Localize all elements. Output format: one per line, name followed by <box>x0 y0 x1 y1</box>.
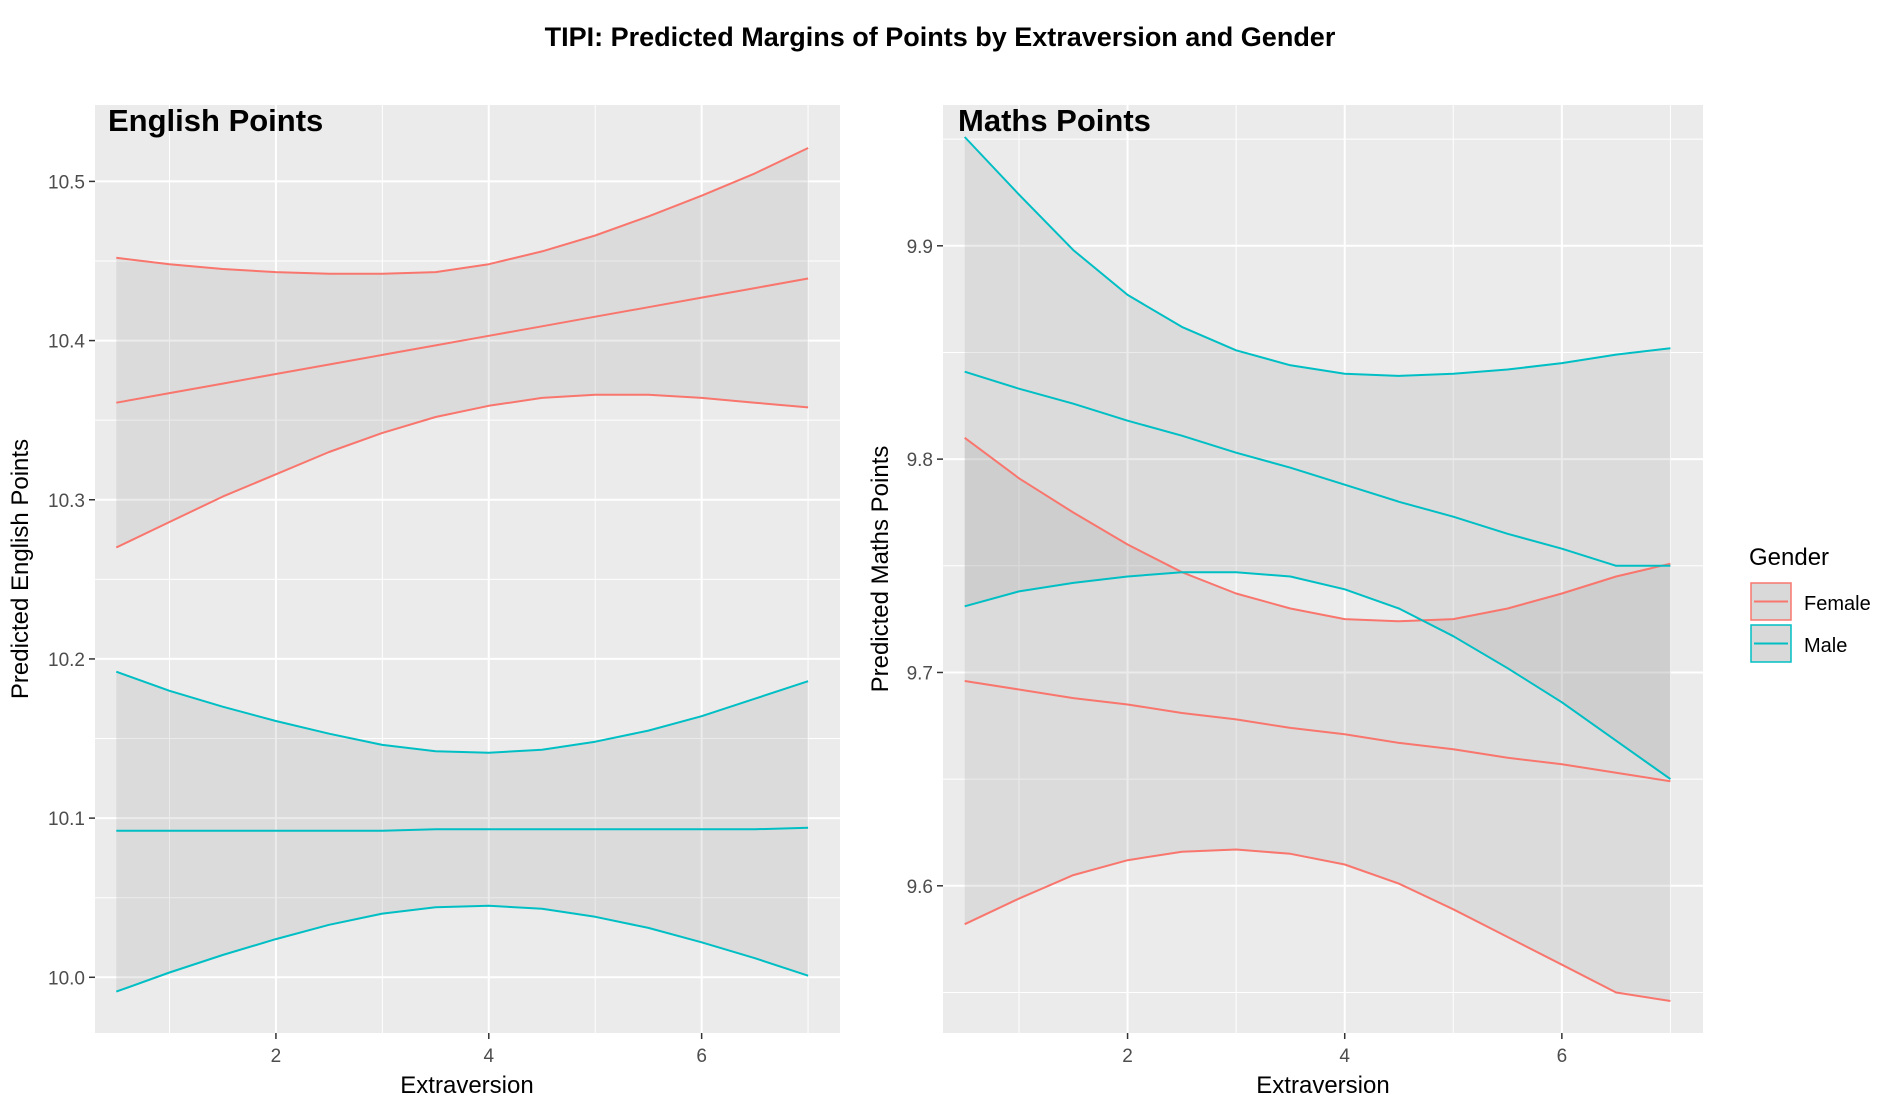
legend-label-female: Female <box>1804 593 1871 615</box>
line-maths-female-lower <box>964 848 1671 1002</box>
legend: Gender Female Male <box>1749 544 1871 663</box>
panel-maths-x-ticks: 2 4 6 <box>1122 1033 1567 1067</box>
legend-label-male: Male <box>1804 635 1847 657</box>
y-tick-label: 9.6 <box>907 877 933 898</box>
x-tick-label: 4 <box>1339 1046 1350 1067</box>
panel-english-grid <box>95 105 840 1033</box>
ribbon-maths-female <box>964 437 1671 1001</box>
line-english-male-fit <box>116 826 809 832</box>
x-tick-label: 4 <box>483 1046 494 1067</box>
line-maths-female-upper <box>964 436 1671 623</box>
y-tick-label: 10.3 <box>48 491 85 512</box>
panel-english-y-label: Predicted English Points <box>7 439 34 699</box>
line-english-female-fit <box>116 277 809 404</box>
panel-maths-ribbons <box>964 137 1671 1001</box>
x-tick-label: 6 <box>1557 1046 1568 1067</box>
ribbon-maths-male <box>964 137 1671 780</box>
legend-title: Gender <box>1749 544 1829 571</box>
line-maths-male-upper <box>963 136 1671 377</box>
panel-english-y-ticks: 10.0 10.1 10.2 10.3 10.4 10.5 <box>48 172 95 989</box>
panel-english-title: English Points <box>108 103 323 138</box>
y-tick-label: 10.5 <box>48 172 85 193</box>
panel-maths-grid <box>943 105 1703 1033</box>
y-tick-label: 9.8 <box>907 450 933 471</box>
x-tick-label: 6 <box>696 1046 707 1067</box>
panel-english: 10.0 10.1 10.2 10.3 10.4 10.5 2 4 6 English Poi… <box>7 103 840 1099</box>
figure-title: TIPI: Predicted Margins of Points by Ext… <box>545 22 1336 52</box>
panel-maths-background <box>943 105 1703 1033</box>
y-tick-label: 10.2 <box>48 650 85 671</box>
line-english-female-upper <box>116 147 809 275</box>
panel-maths-title: Maths Points <box>958 103 1151 138</box>
panel-maths-y-ticks: 9.6 9.7 9.8 9.9 <box>907 237 943 898</box>
panel-maths-lines <box>963 136 1671 1002</box>
legend-entry-female: Female <box>1750 582 1871 621</box>
panel-english-x-ticks: 2 4 6 <box>271 1033 707 1067</box>
y-tick-label: 9.9 <box>907 237 933 258</box>
line-maths-male-lower <box>964 571 1671 780</box>
panel-english-x-label: Extraversion <box>400 1072 533 1099</box>
y-tick-label: 10.0 <box>48 968 85 989</box>
ribbon-english-male <box>116 671 809 992</box>
line-english-male-upper <box>115 670 809 754</box>
line-english-male-lower <box>115 904 809 993</box>
line-english-female-lower <box>115 393 809 549</box>
x-tick-label: 2 <box>271 1046 282 1067</box>
ribbon-english-female <box>116 148 809 548</box>
line-maths-male-fit <box>964 370 1671 567</box>
panel-english-lines <box>115 147 809 993</box>
legend-entry-male: Male <box>1750 624 1847 663</box>
x-tick-label: 2 <box>1122 1046 1133 1067</box>
line-maths-female-fit <box>964 680 1671 783</box>
panel-maths-y-label: Predicted Maths Points <box>867 446 894 693</box>
y-tick-label: 10.4 <box>48 332 85 353</box>
y-tick-label: 10.1 <box>48 809 85 830</box>
panel-maths-x-label: Extraversion <box>1256 1072 1389 1099</box>
panel-english-background <box>95 105 840 1033</box>
y-tick-label: 9.7 <box>907 663 933 684</box>
panel-maths: 9.6 9.7 9.8 9.9 2 4 6 Maths Points Extraversi… <box>867 103 1703 1099</box>
panel-english-ribbons <box>116 148 809 992</box>
